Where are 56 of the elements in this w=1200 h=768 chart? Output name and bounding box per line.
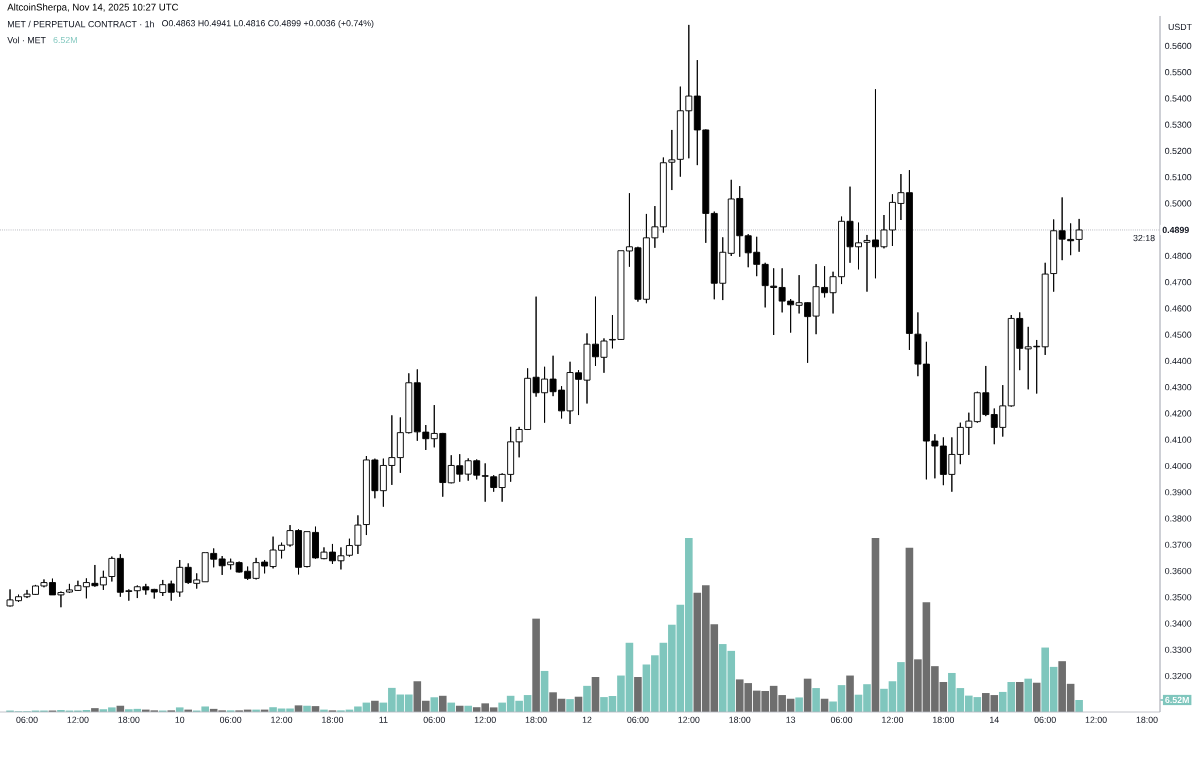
x-tick-label: 18:00 [322,716,344,723]
x-tick-label: 12:00 [882,716,904,723]
y-tick-label: 0.4000 [1165,462,1192,470]
x-tick-label: 18:00 [933,716,955,723]
text: AltcoinSherpa, Nov 14, 2025 10:27 UTC [7,3,179,13]
x-tick-label: 18:00 [525,716,547,723]
x-tick-label: 18:00 [118,716,140,723]
x-tick-label: 10 [175,716,185,723]
y-axis-title: USDT [1168,23,1192,31]
ref-line-label: 0.4899 [1162,226,1189,234]
x-tick-label: 06:00 [423,716,445,723]
x-tick-label: 06:00 [1034,716,1056,723]
x-tick-label: 11 [379,716,388,723]
x-tick-label: 06:00 [219,716,242,723]
y-tick-label: 0.4200 [1165,410,1192,417]
y-tick-label: 0.5200 [1165,147,1192,155]
y-tick-label: 0.5400 [1165,95,1192,102]
y-tick-label: 0.4300 [1165,384,1192,391]
y-tick-label: 0.3900 [1165,489,1192,496]
y-tick-label: 0.4400 [1165,357,1192,365]
y-tick-label: 0.3400 [1165,620,1192,627]
y-tick-label: 0.5600 [1165,42,1192,50]
y-tick-label: 0.3200 [1165,672,1192,680]
annotation: O0.4863 H0.4941 L0.4816 C0.4899 +0.0036 (+0.74%) [162,19,374,29]
x-tick-label: 12 [582,716,592,723]
y-tick-label: 0.4800 [1165,252,1192,260]
x-tick-label: 14 [990,716,999,723]
x-tick-label: 12:00 [474,716,496,723]
y-tick-label: 0.3700 [1165,541,1192,548]
y-tick-label: 0.3300 [1165,646,1192,653]
y-tick-label: 0.5300 [1165,121,1192,128]
x-tick-label: 13 [786,716,796,723]
y-tick-label: 0.3500 [1165,594,1192,601]
y-tick-label: 0.4700 [1165,279,1192,286]
x-tick-label: 12:00 [678,716,700,723]
annotation: 32:18 [1133,234,1155,242]
y-tick-label: 0.4100 [1165,436,1192,443]
y-tick-label: 0.3600 [1165,567,1192,575]
x-tick-label: 06:00 [830,716,853,723]
x-tick-label: 12:00 [1085,716,1107,723]
x-tick-label: 06:00 [627,716,649,723]
y-tick-label: 0.4600 [1165,305,1192,312]
x-tick-label: 18:00 [1136,716,1158,723]
x-tick-label: 12:00 [67,716,89,723]
y-tick-label: 0.5000 [1165,200,1192,207]
annotation: 6.52M [53,36,77,44]
text: Vol · MET [7,36,46,44]
y-tick-label: 6.52M [1165,696,1189,704]
x-tick-label: 06:00 [16,716,38,723]
chart-title: MET / PERPETUAL CONTRACT · 1h [7,20,154,28]
x-tick-label: 18:00 [729,716,751,723]
y-tick-label: 0.5100 [1165,174,1192,181]
y-tick-label: 0.3800 [1165,515,1192,522]
x-tick-label: 12:00 [271,716,293,723]
y-tick-label: 0.5500 [1165,69,1192,76]
y-tick-label: 0.4500 [1165,331,1192,338]
